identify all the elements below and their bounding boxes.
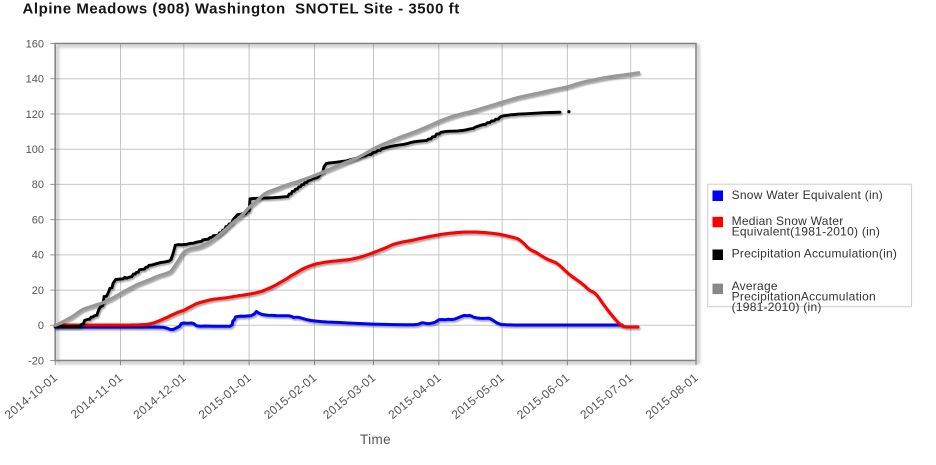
- svg-text:120: 120: [26, 109, 44, 121]
- svg-text:2014-11-01: 2014-11-01: [68, 370, 126, 421]
- svg-text:PrecipitationAccumulation: PrecipitationAccumulation: [732, 290, 876, 304]
- svg-text:2015-06-01: 2015-06-01: [514, 370, 572, 421]
- svg-text:-20: -20: [28, 355, 44, 367]
- svg-text:Precipitation Accumulation(in): Precipitation Accumulation(in): [732, 246, 898, 260]
- svg-text:2015-01-01: 2015-01-01: [196, 370, 254, 421]
- svg-text:Time: Time: [360, 432, 391, 447]
- svg-text:2015-05-01: 2015-05-01: [449, 370, 507, 421]
- svg-text:2015-08-01: 2015-08-01: [643, 370, 701, 421]
- svg-text:2014-10-01: 2014-10-01: [2, 370, 60, 421]
- svg-text:Median Snow Water: Median Snow Water: [732, 214, 844, 228]
- svg-text:20: 20: [32, 285, 44, 297]
- svg-text:0: 0: [38, 320, 44, 332]
- svg-text:Snow Water Equivalent (in): Snow Water Equivalent (in): [732, 188, 883, 202]
- svg-text:Average: Average: [732, 279, 778, 293]
- svg-text:60: 60: [32, 214, 44, 226]
- svg-text:2015-04-01: 2015-04-01: [386, 370, 444, 421]
- svg-text:2015-02-01: 2015-02-01: [261, 370, 319, 421]
- svg-text:2015-03-01: 2015-03-01: [320, 370, 378, 421]
- svg-text:2014-12-01: 2014-12-01: [131, 370, 189, 421]
- svg-text:40: 40: [32, 250, 44, 262]
- svg-text:Equivalent(1981-2010) (in): Equivalent(1981-2010) (in): [732, 224, 881, 238]
- svg-text:2015-07-01: 2015-07-01: [577, 370, 635, 421]
- svg-text:(1981-2010) (in): (1981-2010) (in): [732, 300, 822, 314]
- svg-text:80: 80: [32, 179, 44, 191]
- svg-text:Alpine Meadows (908) Washingto: Alpine Meadows (908) Washington SNOTEL S…: [23, 1, 460, 18]
- svg-text:140: 140: [26, 74, 44, 86]
- svg-text:100: 100: [26, 144, 44, 156]
- svg-text:160: 160: [26, 38, 44, 50]
